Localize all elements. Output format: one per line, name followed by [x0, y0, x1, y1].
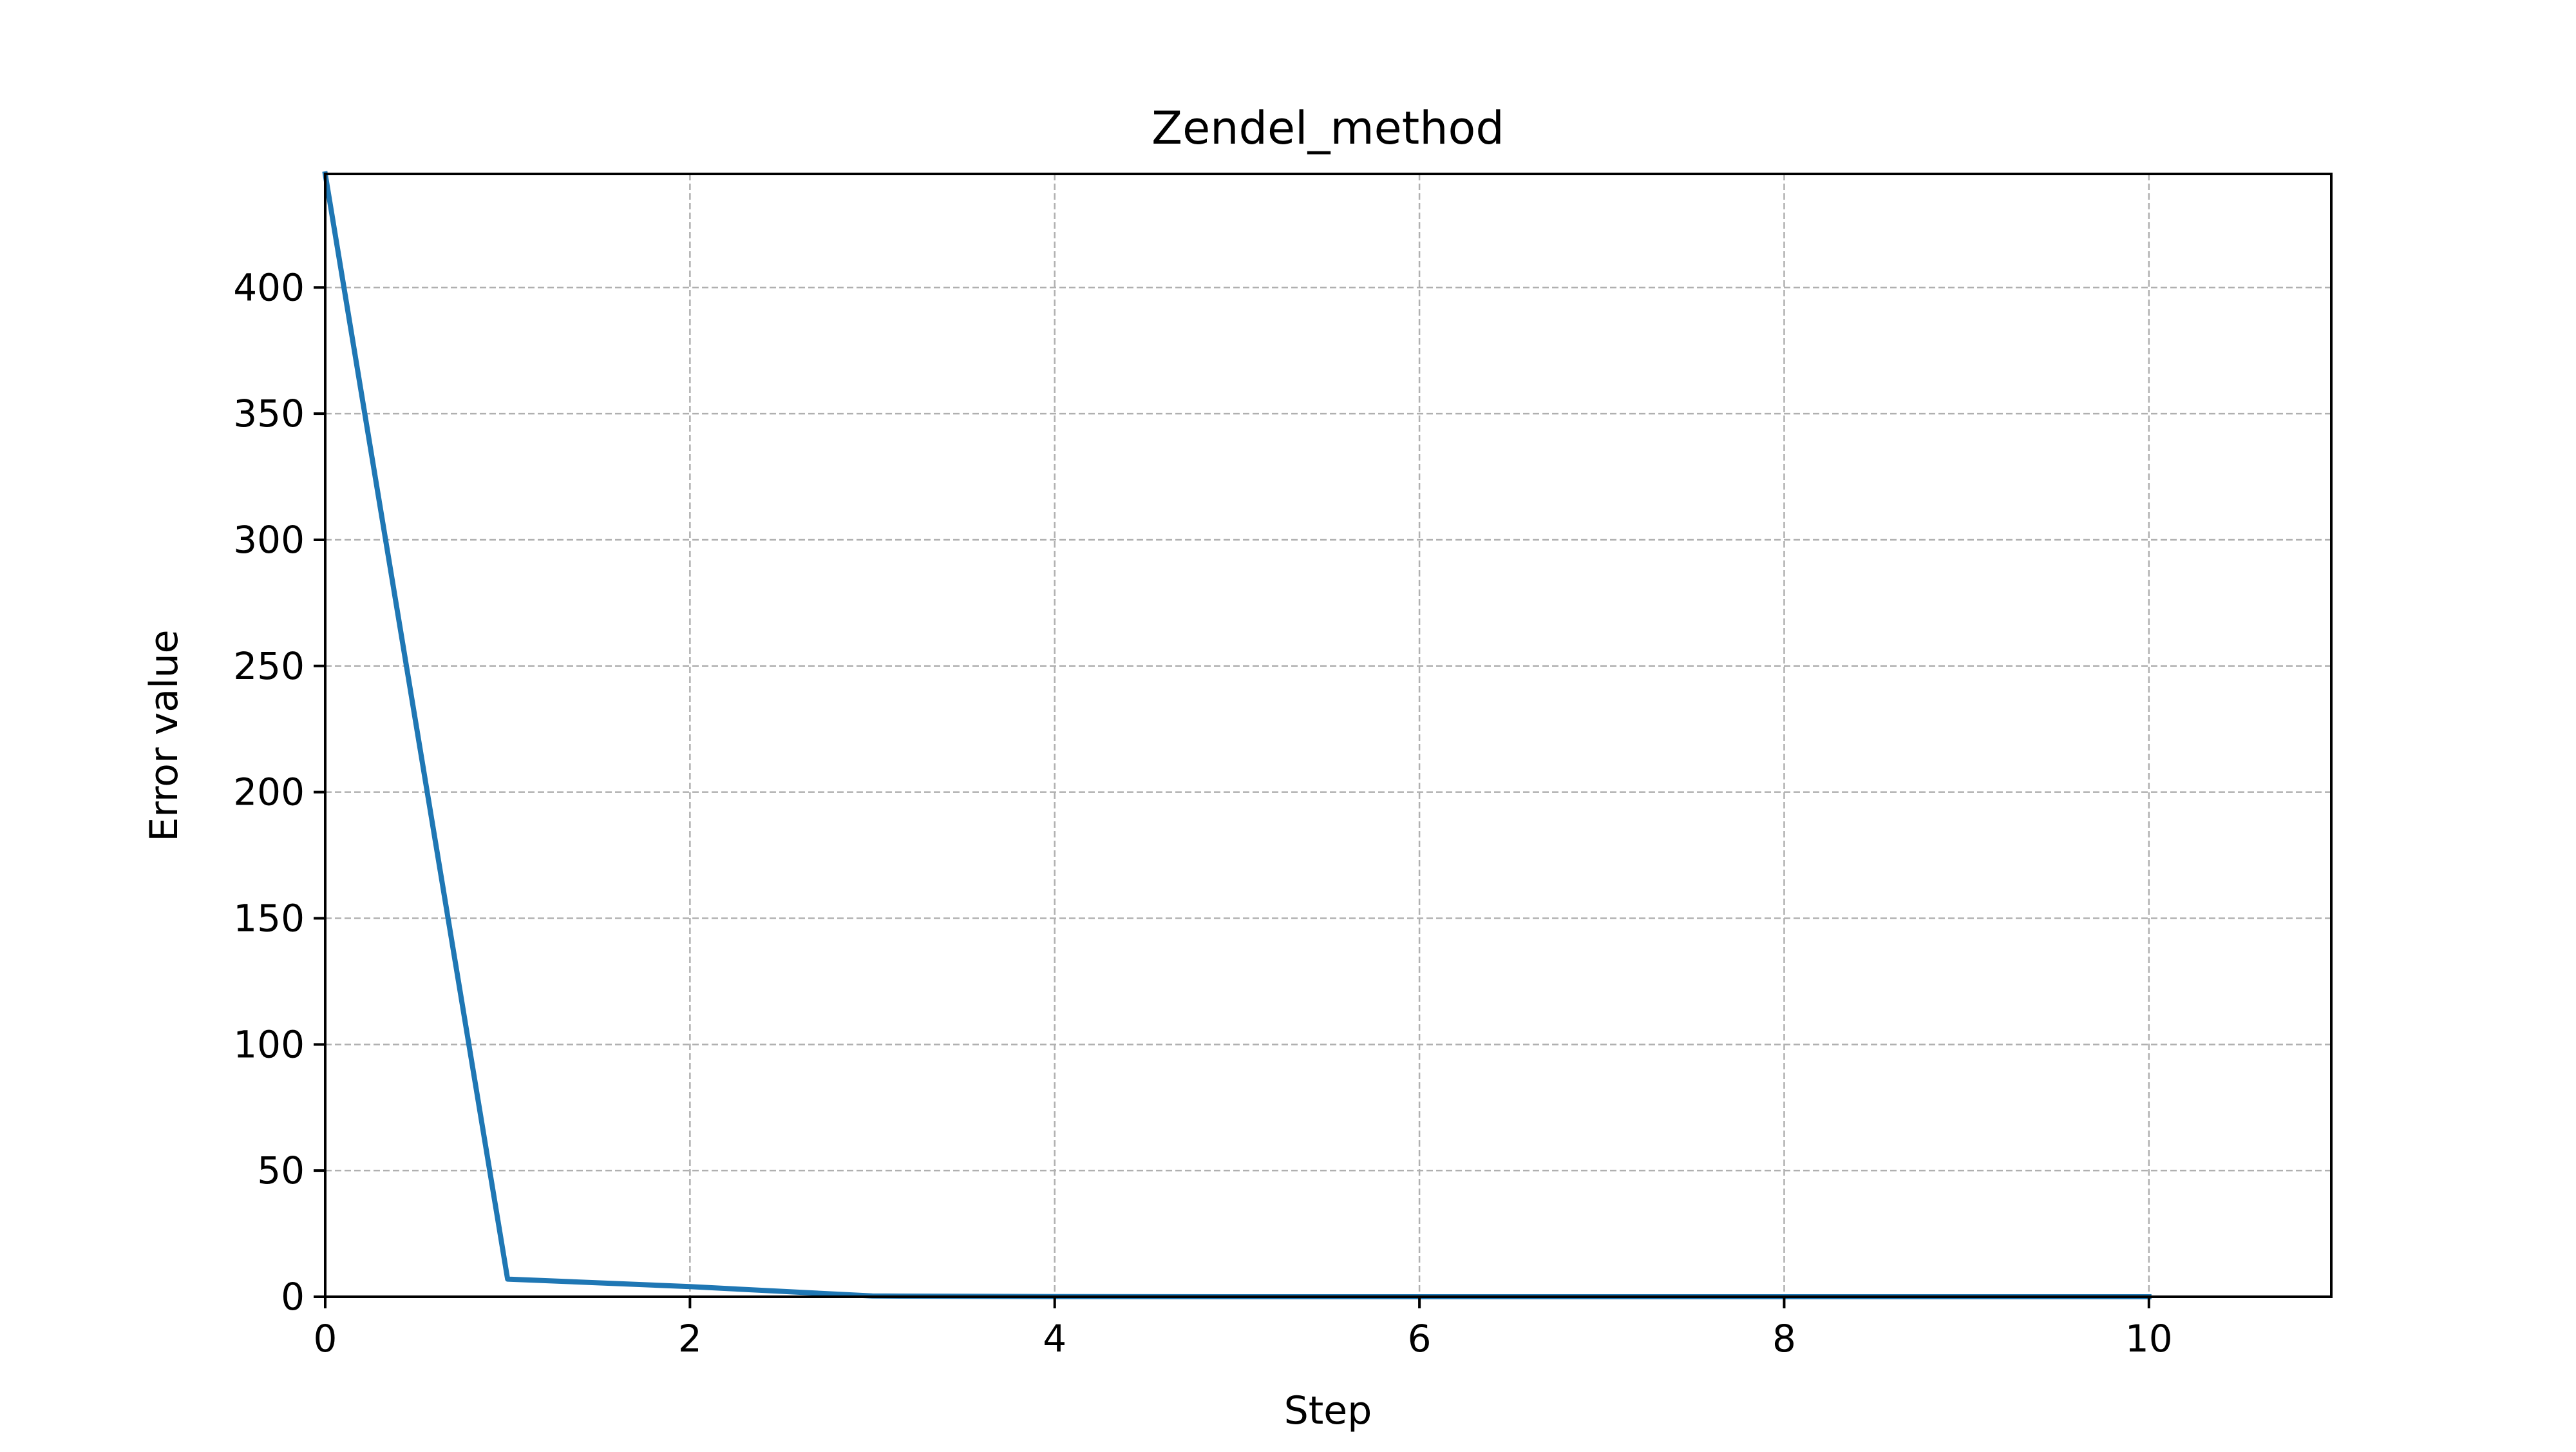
x-axis-label: Step	[1284, 1388, 1372, 1433]
y-tick-label: 350	[233, 392, 305, 435]
y-tick-label: 300	[233, 518, 305, 562]
x-tick-label: 2	[678, 1317, 702, 1361]
plot-area-background	[325, 174, 2331, 1297]
y-tick-label: 400	[233, 265, 305, 309]
x-tick-label: 4	[1043, 1317, 1066, 1361]
grid-layer	[324, 174, 2331, 1298]
y-tick-label: 50	[257, 1149, 305, 1192]
x-tick-label: 8	[1772, 1317, 1796, 1361]
x-tick-label: 6	[1408, 1317, 1432, 1361]
chart-title: Zendel_method	[1151, 102, 1504, 155]
y-axis-label: Error value	[142, 629, 187, 841]
x-tick-label: 0	[314, 1317, 337, 1361]
y-tick-label: 150	[233, 896, 305, 940]
y-tick-label: 100	[233, 1022, 305, 1066]
x-tick-label: 10	[2125, 1317, 2173, 1361]
plot-frame	[324, 173, 2333, 1298]
y-tick-label: 0	[281, 1275, 305, 1319]
y-tick-label: 250	[233, 644, 305, 688]
y-tick-label: 200	[233, 770, 305, 814]
